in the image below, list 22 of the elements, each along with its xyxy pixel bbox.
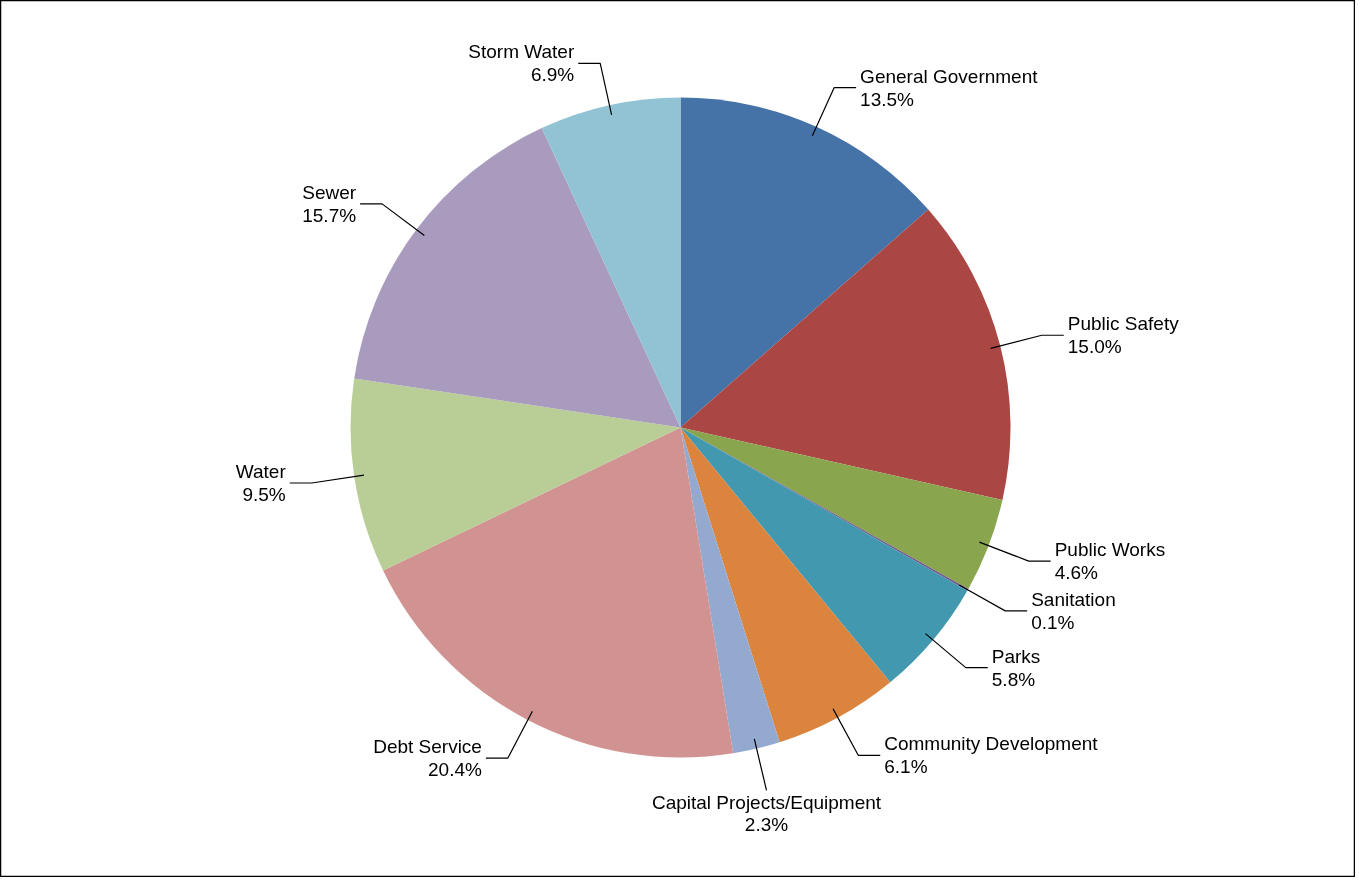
data-label: 20.4% — [428, 759, 483, 781]
slice-label: Community Development — [884, 733, 1099, 755]
data-label: 2.3% — [744, 814, 789, 836]
data-label: 5.8% — [991, 668, 1036, 690]
data-label: 6.1% — [884, 756, 928, 778]
data-label: 4.6% — [1054, 562, 1099, 584]
slice-label: Parks — [991, 645, 1041, 667]
data-label: 15.7% — [302, 204, 357, 226]
data-label: 6.9% — [530, 64, 575, 86]
slice-label: Capital Projects/Equipment — [651, 792, 882, 814]
slice-label: Storm Water — [468, 41, 575, 63]
data-label: 13.5% — [860, 88, 915, 110]
slice-label: Debt Service — [373, 736, 482, 758]
data-label: 9.5% — [242, 484, 286, 505]
slice-label: Public Works — [1054, 539, 1166, 561]
slice-label: Sewer — [302, 181, 357, 203]
slice-label: Water — [235, 461, 287, 482]
slice-label: Sanitation — [1031, 588, 1116, 610]
data-label: 15.0% — [1067, 336, 1122, 358]
slice-label: General Government — [860, 65, 1039, 87]
slice-label: Public Safety — [1067, 313, 1180, 335]
data-label: 0.1% — [1031, 611, 1075, 633]
